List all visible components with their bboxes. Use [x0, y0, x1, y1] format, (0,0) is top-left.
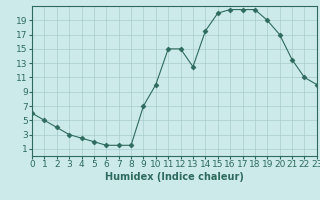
X-axis label: Humidex (Indice chaleur): Humidex (Indice chaleur) [105, 172, 244, 182]
